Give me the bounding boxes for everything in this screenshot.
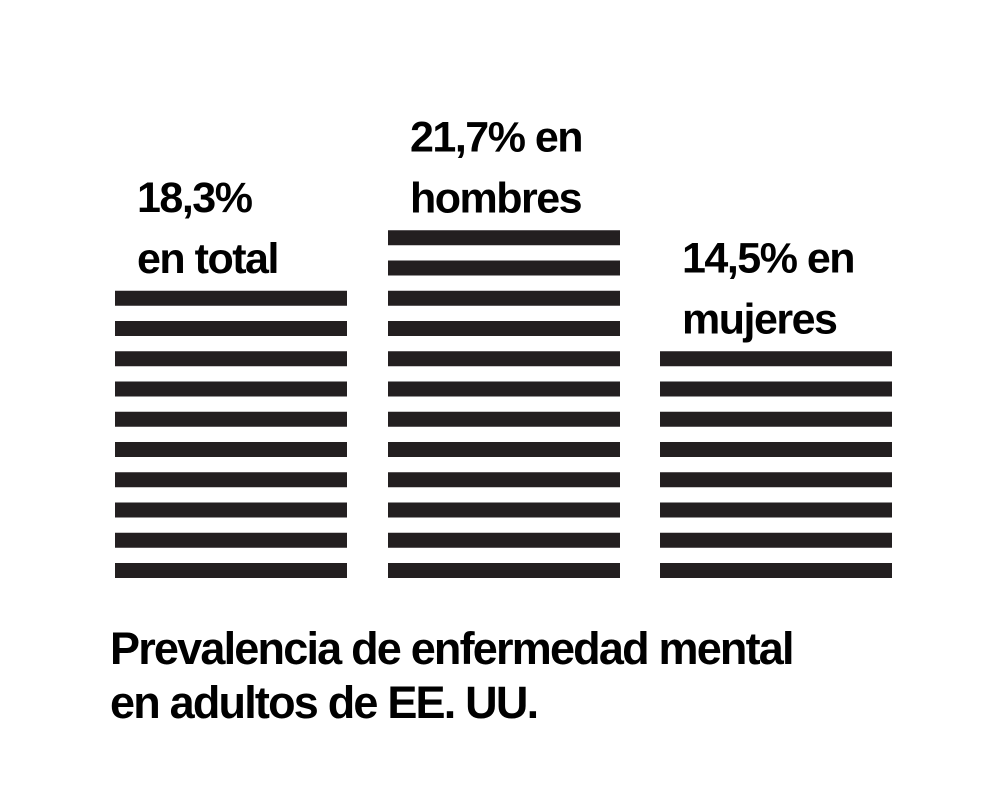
bar-stripe bbox=[115, 290, 347, 306]
bar-stripe bbox=[388, 321, 620, 336]
bar-stripe bbox=[660, 563, 892, 578]
bar-stripe bbox=[388, 230, 620, 246]
bar-hombres bbox=[388, 230, 620, 578]
bar-stripe bbox=[115, 472, 347, 488]
bar-stripe bbox=[115, 442, 347, 457]
data-label-hombres-line-1: 21,7% en bbox=[410, 113, 582, 161]
data-label-mujeres-line-2: mujeres bbox=[682, 295, 837, 343]
chart-title: Prevalencia de enfermedad mental en adul… bbox=[110, 622, 970, 730]
chart-title-line-1: Prevalencia de enfermedad mental bbox=[110, 623, 795, 674]
bar-stripe bbox=[115, 563, 347, 578]
bar-stripe bbox=[388, 381, 620, 397]
bar-stripe bbox=[115, 321, 347, 336]
bar-stripe bbox=[660, 502, 892, 518]
bar-stripe bbox=[660, 532, 892, 548]
bar-stripe bbox=[115, 532, 347, 548]
bar-stripe bbox=[115, 411, 347, 427]
bar-stripe bbox=[115, 381, 347, 397]
bar-stripe bbox=[388, 260, 620, 276]
bar-stripe bbox=[388, 472, 620, 488]
bar-stripe bbox=[660, 442, 892, 457]
bar-mujeres bbox=[660, 351, 892, 578]
data-label-total-line-1: 18,3% bbox=[137, 174, 253, 222]
bar-stripe bbox=[388, 532, 620, 548]
chart-title-line-2: en adultos de EE. UU. bbox=[110, 677, 539, 728]
bar-stripe bbox=[388, 502, 620, 518]
bar-stripe bbox=[115, 351, 347, 367]
bar-total bbox=[115, 290, 347, 578]
bar-stripe bbox=[660, 472, 892, 488]
bar-stripe bbox=[388, 290, 620, 306]
bar-stripe bbox=[388, 442, 620, 457]
bar-stripe bbox=[660, 381, 892, 397]
bar-stripe bbox=[115, 502, 347, 518]
bar-stripe bbox=[388, 411, 620, 427]
data-label-total-line-2: en total bbox=[137, 235, 278, 283]
bar-stripe bbox=[660, 411, 892, 427]
data-label-mujeres-line-1: 14,5% en bbox=[682, 234, 854, 282]
bar-stripe bbox=[388, 563, 620, 578]
data-label-hombres-line-2: hombres bbox=[410, 174, 582, 222]
bar-stripe bbox=[660, 351, 892, 367]
bar-stripe bbox=[388, 351, 620, 367]
